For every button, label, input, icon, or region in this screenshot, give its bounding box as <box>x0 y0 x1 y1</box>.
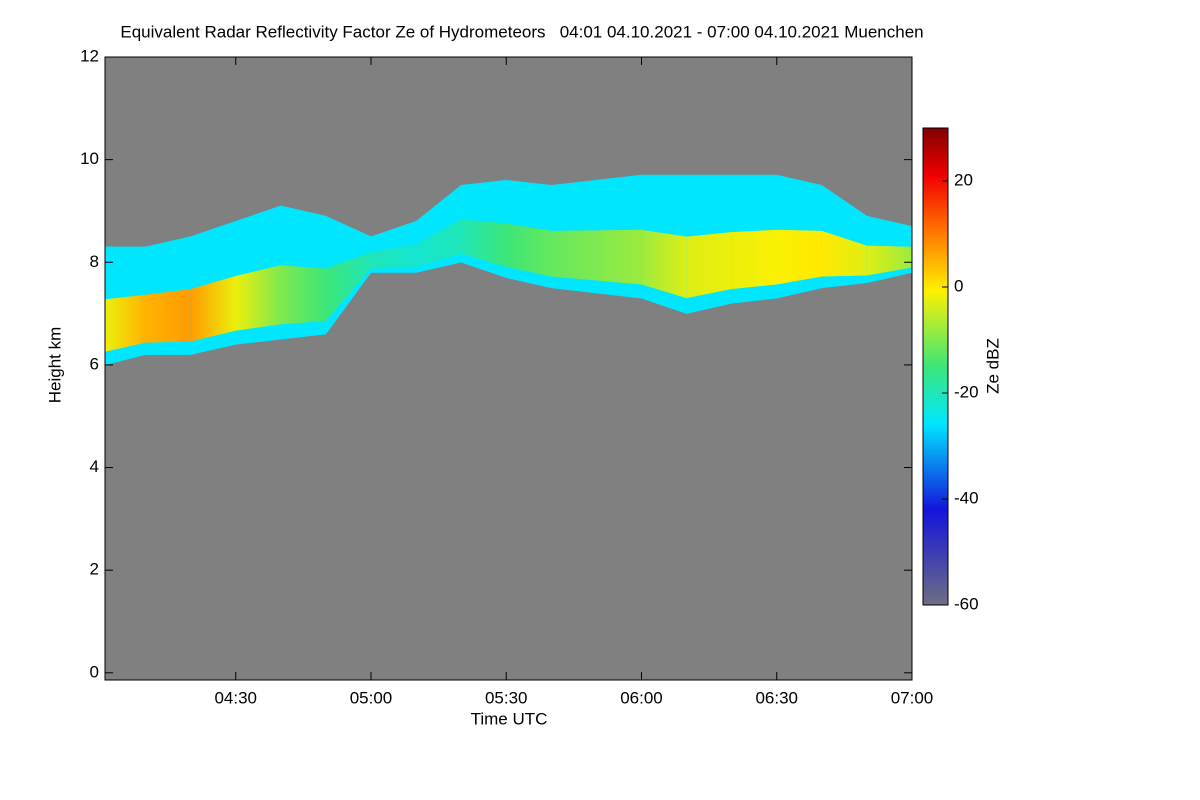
colorbar-tick-label: 20 <box>954 170 973 189</box>
colorbar <box>922 127 949 606</box>
colorbar-tick-label: -40 <box>954 488 979 507</box>
plot-frame <box>104 56 913 681</box>
x-tick-label: 06:30 <box>755 688 798 707</box>
x-tick-label: 05:30 <box>485 688 528 707</box>
y-tick-label: 4 <box>90 457 99 476</box>
y-tick-label: 12 <box>80 46 99 65</box>
cloud-core <box>104 294 146 352</box>
cloud-core <box>551 230 597 281</box>
colorbar-label: Ze dBZ <box>983 338 1002 394</box>
cloud-core <box>686 232 732 299</box>
x-tick-label: 07:00 <box>891 688 934 707</box>
y-axis-label: Height km <box>45 327 64 404</box>
y-tick-label: 10 <box>80 149 99 168</box>
x-tick-label: 04:30 <box>214 688 257 707</box>
cloud-core <box>596 229 642 285</box>
colorbar-tick-label: -60 <box>954 594 979 613</box>
colorbar-tick-label: 0 <box>954 276 963 295</box>
cloud-core <box>235 265 282 331</box>
x-tick-label: 05:00 <box>350 688 393 707</box>
colorbar-tick-label: -20 <box>954 382 979 401</box>
y-tick-label: 6 <box>90 354 99 373</box>
chart-title: Equivalent Radar Reflectivity Factor Ze … <box>120 22 923 41</box>
cloud-core <box>776 229 823 285</box>
cloud-core <box>145 289 191 343</box>
cloud-core <box>731 229 777 290</box>
x-tick-label: 06:00 <box>620 688 663 707</box>
y-tick-label: 0 <box>90 662 99 681</box>
cloud-core <box>280 265 327 325</box>
x-axis-label: Time UTC <box>471 709 548 728</box>
plot-background <box>105 57 912 680</box>
y-tick-label: 8 <box>90 252 99 271</box>
y-tick-label: 2 <box>90 560 99 579</box>
